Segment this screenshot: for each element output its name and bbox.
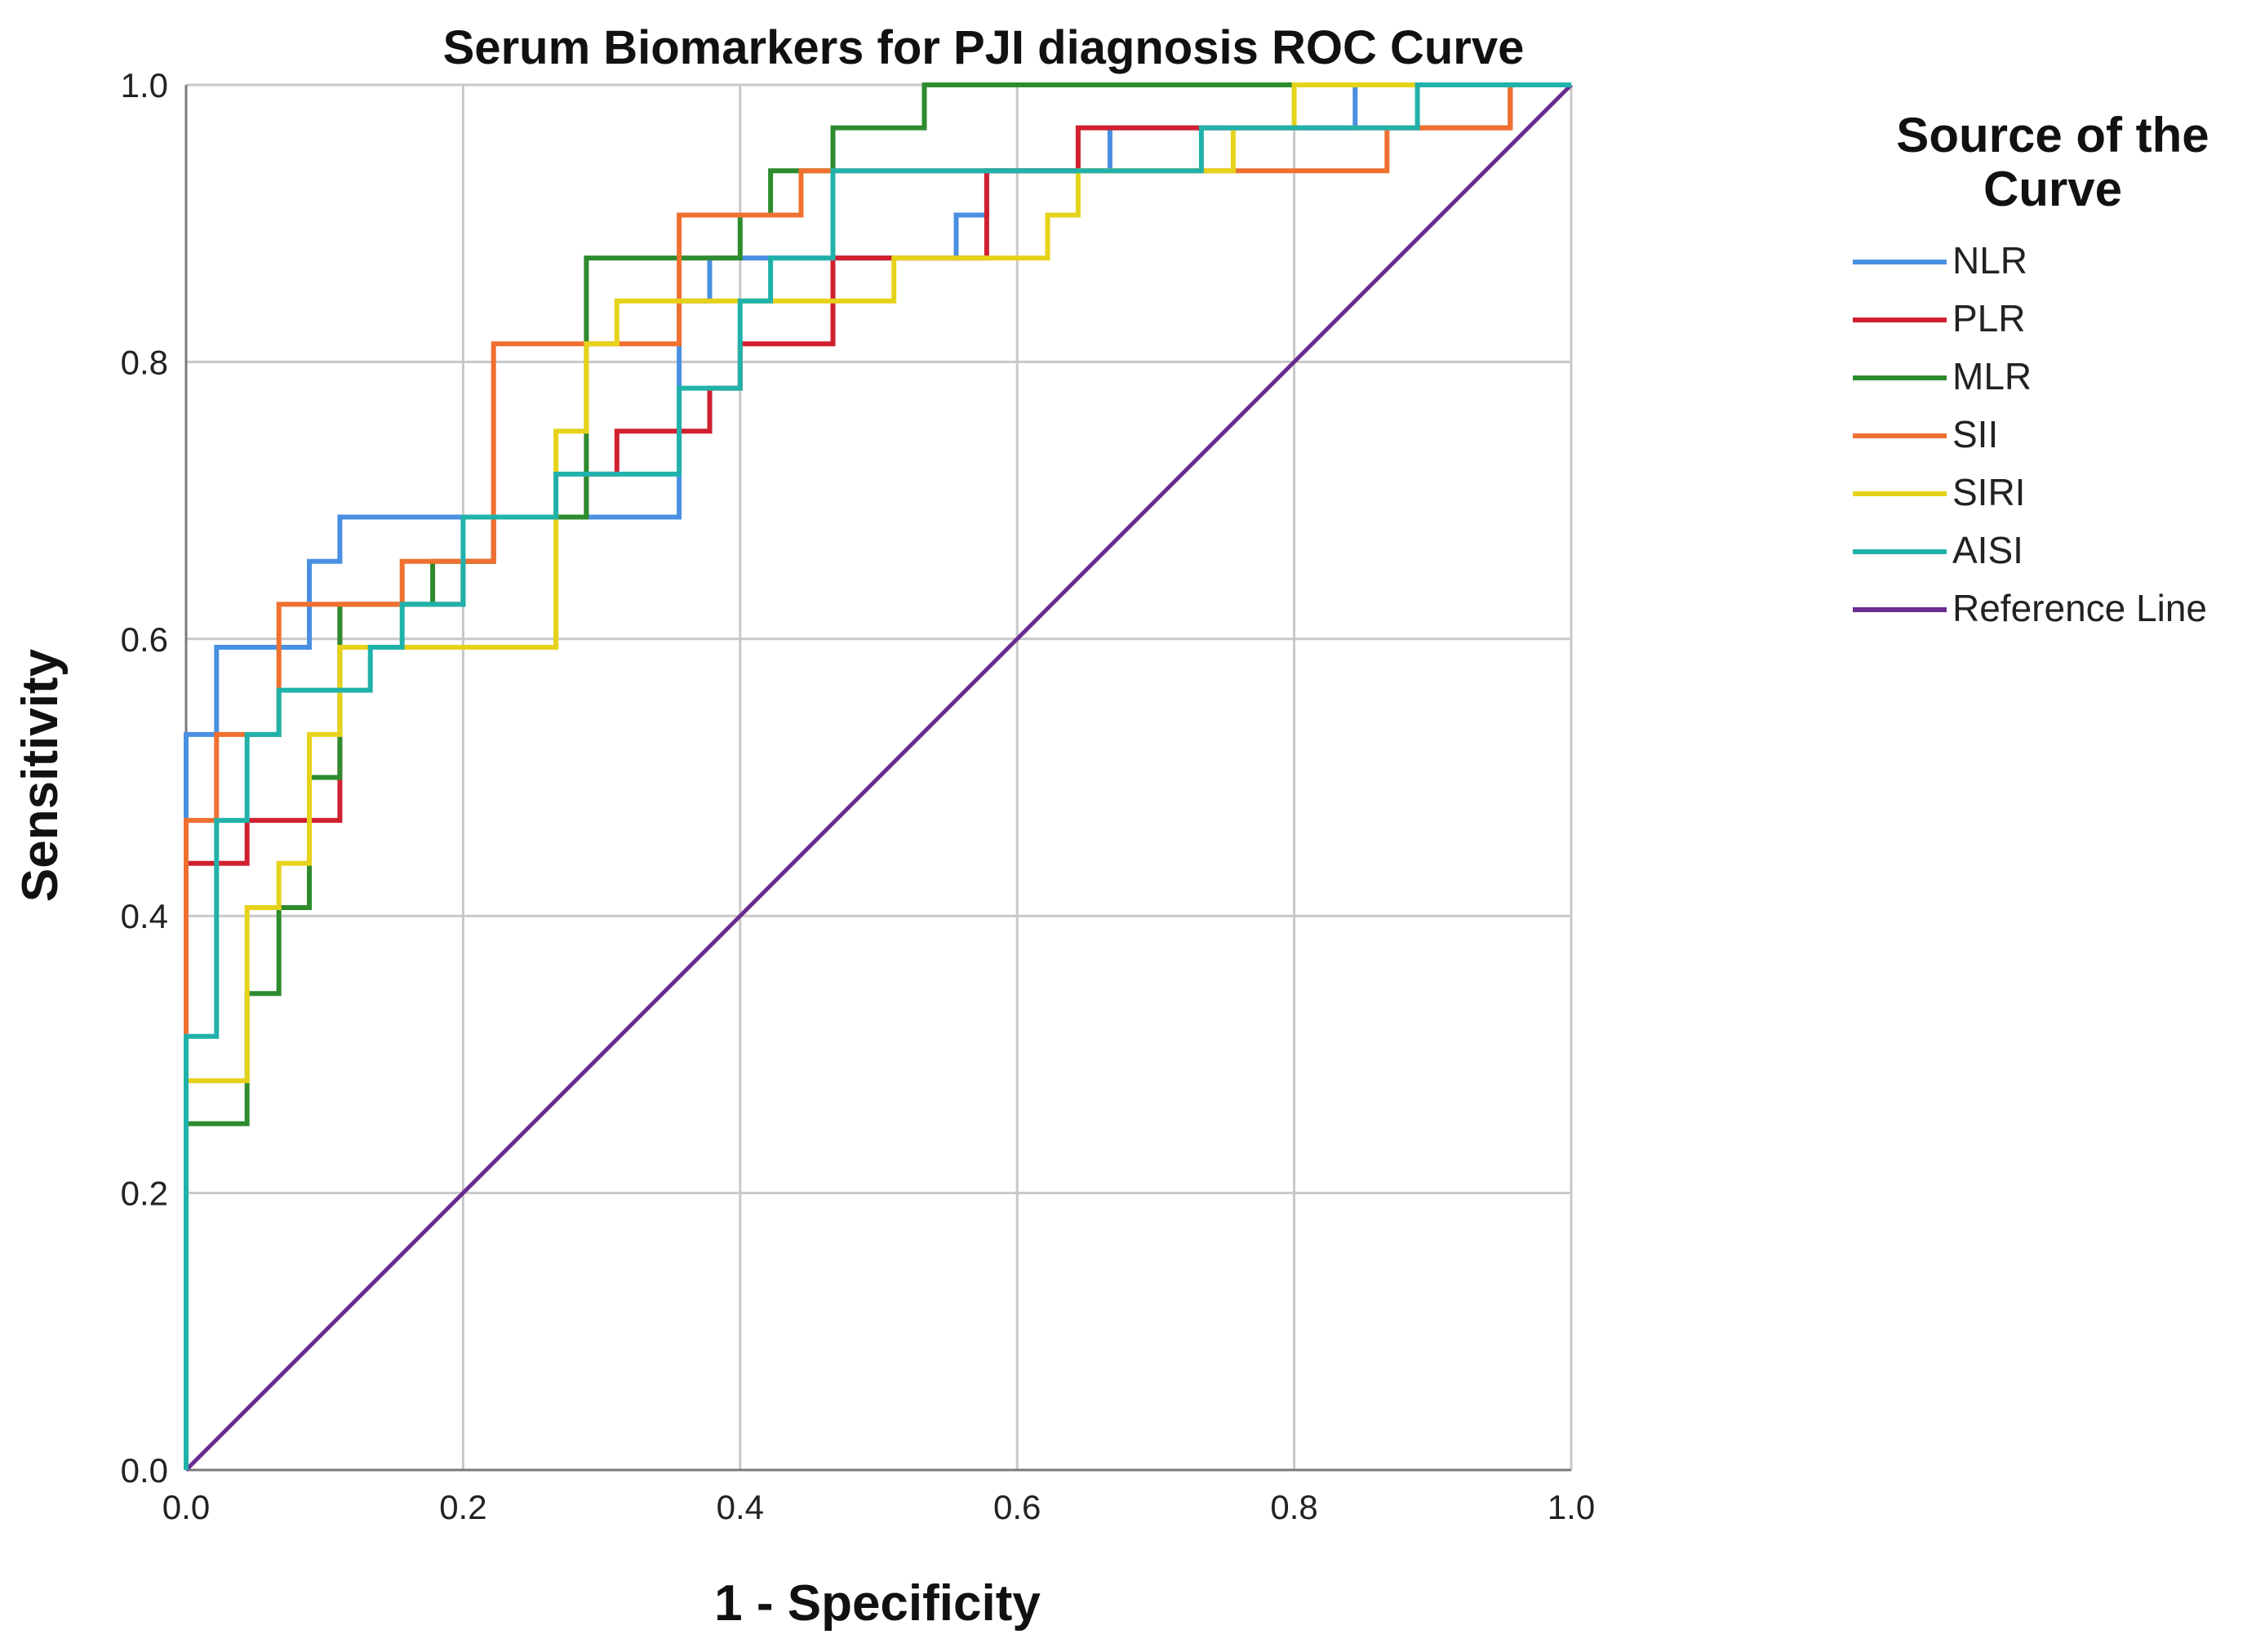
y-tick-label: 0.2	[121, 1175, 168, 1213]
legend-label-plr: PLR	[1952, 297, 2025, 340]
y-tick-label: 0.0	[121, 1451, 168, 1490]
series-line-reference-line	[184, 83, 1573, 1472]
legend-label-reference-line: Reference Line	[1952, 587, 2207, 629]
series-line-aisi	[184, 82, 1571, 1470]
y-tick-label: 1.0	[121, 66, 168, 104]
legend-label-aisi: AISI	[1952, 529, 2023, 571]
x-tick-label: 0.2	[439, 1488, 486, 1526]
x-tick-label: 1.0	[1548, 1488, 1595, 1526]
legend: Source of the Curve NLR PLR MLR SII SIRI AISI…	[1853, 108, 2209, 629]
x-tick-label: 0.6	[993, 1488, 1041, 1526]
legend-label-nlr: NLR	[1952, 239, 2027, 282]
x-axis-label: 1 - Specificity	[714, 1575, 1041, 1632]
legend-label-sii: SII	[1952, 413, 1998, 455]
y-tick-label: 0.8	[121, 343, 168, 381]
y-tick-label: 0.6	[121, 620, 168, 659]
legend-title-line2: Curve	[1983, 162, 2122, 216]
x-tick-label: 0.0	[162, 1488, 210, 1526]
y-axis-label: Sensitivity	[12, 648, 69, 902]
chart-title: Serum Biomarkers for PJI diagnosis ROC C…	[443, 21, 1525, 74]
legend-label-mlr: MLR	[1952, 355, 2032, 397]
x-tick-label: 0.4	[717, 1488, 764, 1526]
x-tick-label: 0.8	[1270, 1488, 1317, 1526]
legend-label-siri: SIRI	[1952, 471, 2025, 513]
y-tick-label: 0.4	[121, 897, 168, 935]
legend-title-line1: Source of the	[1896, 108, 2209, 162]
